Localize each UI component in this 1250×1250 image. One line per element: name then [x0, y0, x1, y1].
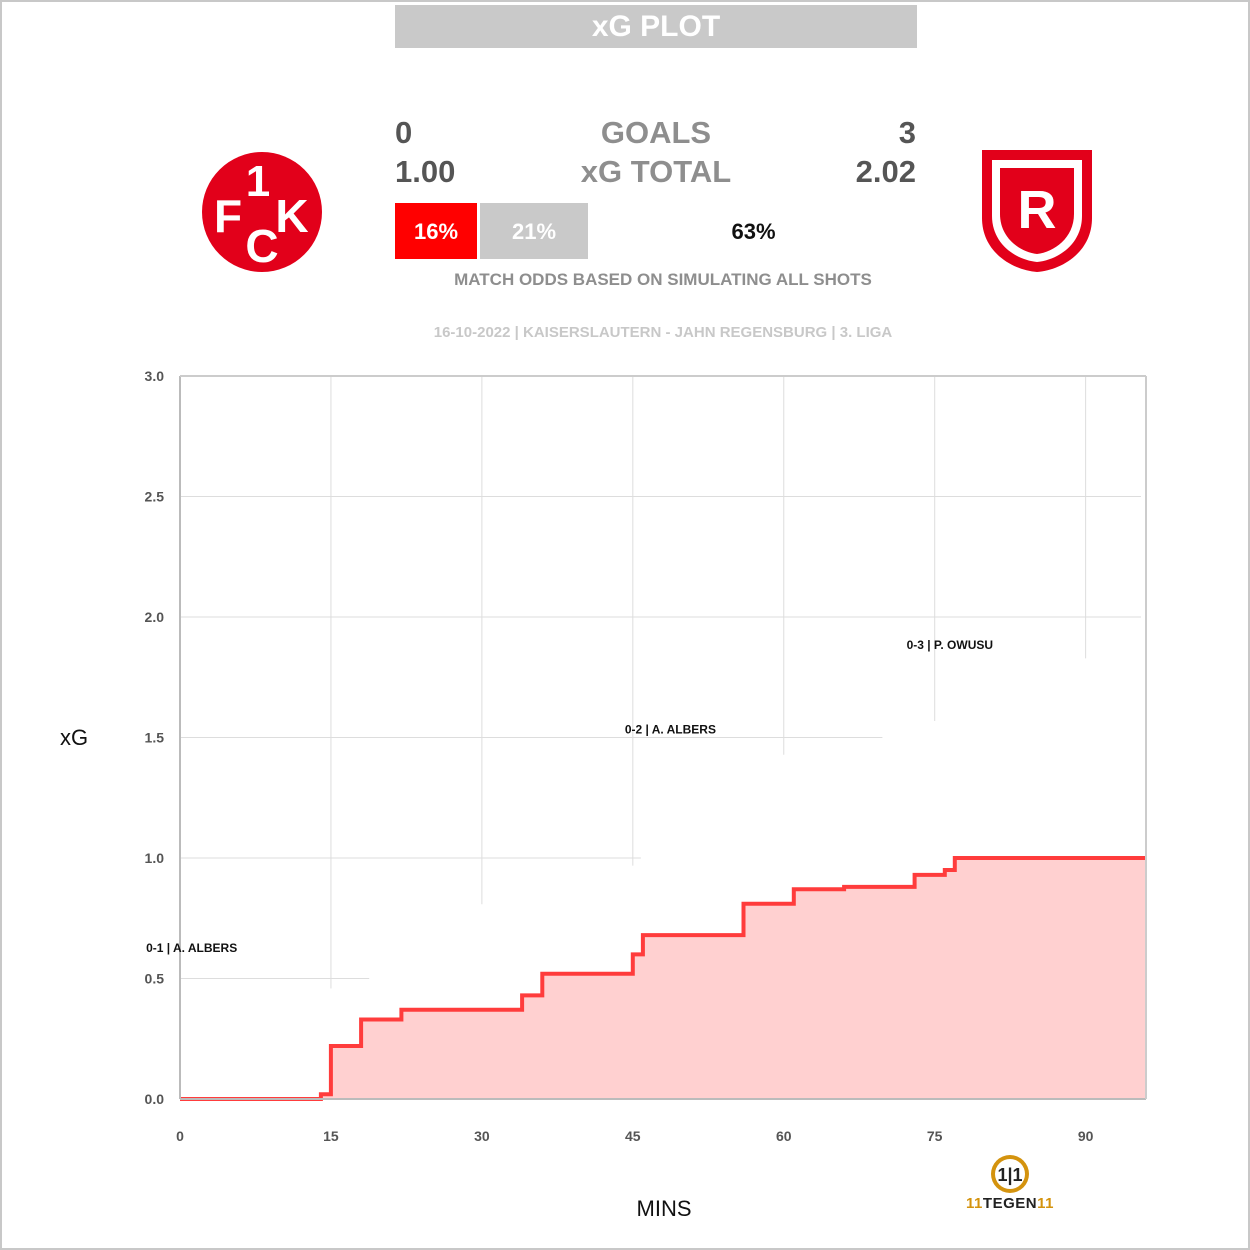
x-tick-label: 45	[625, 1128, 641, 1144]
home-win-odds: 16%	[395, 203, 477, 259]
y-tick-label: 1.5	[145, 730, 165, 746]
y-axis-label: xG	[60, 725, 88, 750]
x-tick-label: 30	[474, 1128, 490, 1144]
y-tick-label: 2.0	[145, 609, 165, 625]
goal-annotation: 0-3 | P. OWUSU	[907, 638, 994, 652]
brand-prefix: 11	[966, 1195, 983, 1212]
x-tick-label: 90	[1078, 1128, 1094, 1144]
home-xg-total: 1.00	[395, 154, 456, 189]
y-tick-label: 3.0	[145, 368, 165, 384]
svg-text:1|1: 1|1	[997, 1165, 1022, 1185]
brand-word: TEGEN	[982, 1195, 1038, 1212]
svg-text:C: C	[245, 220, 278, 272]
brand-logo: 1|1 11TEGEN11	[960, 1153, 1060, 1215]
x-axis-label: MINS	[637, 1196, 692, 1221]
x-tick-label: 15	[323, 1128, 339, 1144]
svg-text:1: 1	[246, 157, 270, 206]
away-win-odds: 63%	[590, 203, 917, 259]
svg-text:R: R	[1018, 180, 1057, 240]
series-line	[180, 612, 1148, 1101]
y-tick-label: 0.0	[145, 1091, 165, 1107]
svg-text:K: K	[275, 190, 308, 242]
x-tick-label: 0	[176, 1128, 184, 1144]
svg-text:F: F	[214, 190, 242, 242]
y-tick-label: 0.5	[145, 971, 165, 987]
series-line	[180, 856, 1146, 1101]
home-goals: 0	[395, 115, 413, 150]
brand-name: 11TEGEN11	[960, 1195, 1060, 1212]
y-tick-label: 1.0	[145, 850, 165, 866]
away-xg-total: 2.02	[855, 154, 916, 189]
home-team-logo: 1 F K C	[200, 150, 324, 274]
draw-odds: 21%	[480, 203, 588, 259]
x-tick-label: 60	[776, 1128, 792, 1144]
goal-annotation: 0-2 | A. ALBERS	[625, 723, 716, 737]
away-goals: 3	[898, 115, 916, 150]
page-title: xG PLOT	[395, 5, 917, 48]
series-area	[180, 858, 1146, 1099]
x-tick-label: 75	[927, 1128, 943, 1144]
y-tick-label: 2.5	[145, 489, 165, 505]
match-info: 16-10-2022 | KAISERSLAUTERN - JAHN REGEN…	[433, 324, 893, 341]
brand-suffix: 11	[1037, 1195, 1054, 1212]
goals-label: GOALS	[600, 115, 712, 150]
away-team-logo: R	[980, 148, 1094, 274]
xg-total-label: xG TOTAL	[580, 154, 732, 189]
11-tegen-11-icon: 1|1	[991, 1155, 1029, 1193]
odds-caption: MATCH ODDS BASED ON SIMULATING ALL SHOTS	[454, 270, 872, 289]
goal-annotation: 0-1 | A. ALBERS	[146, 941, 237, 955]
